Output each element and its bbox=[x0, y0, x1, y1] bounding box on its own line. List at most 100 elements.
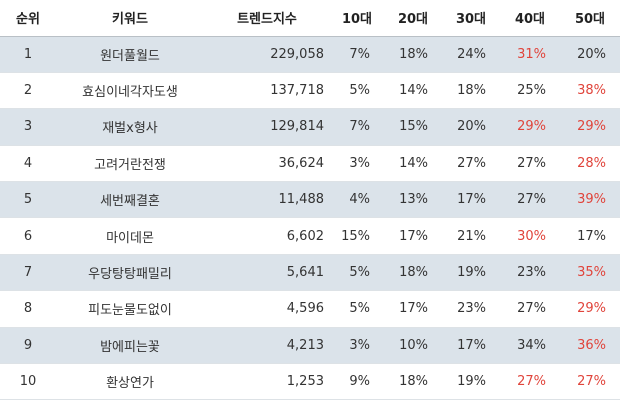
cell-age-20s: 18% bbox=[399, 46, 428, 62]
cell-rank: 7 bbox=[23, 265, 33, 281]
cell-age-30s: 27% bbox=[457, 155, 486, 171]
cell-age-40s: 31% bbox=[517, 46, 546, 62]
header-age-20s[interactable]: 20대 bbox=[384, 0, 442, 37]
cell-age-10s: 3% bbox=[349, 337, 370, 353]
cell-age-10s: 9% bbox=[349, 374, 370, 390]
cell-age-30s: 17% bbox=[457, 192, 486, 208]
cell-keyword: 원더풀월드 bbox=[100, 48, 160, 64]
cell-trend-index: 4,596 bbox=[286, 301, 324, 317]
cell-age-20s: 14% bbox=[399, 155, 428, 171]
cell-age-10s: 7% bbox=[349, 119, 370, 135]
cell-age-20s: 17% bbox=[399, 301, 428, 317]
table-row[interactable]: 1 원더풀월드 229,058 7% 18% 24% 31% 20% bbox=[0, 36, 620, 73]
table-row[interactable]: 7 우당탕탕패밀리 5,641 5% 18% 19% 23% 35% bbox=[0, 254, 620, 291]
cell-age-50s: 36% bbox=[577, 337, 606, 353]
cell-age-10s: 5% bbox=[349, 301, 370, 317]
cell-age-20s: 15% bbox=[399, 119, 428, 135]
cell-age-50s: 29% bbox=[577, 119, 606, 135]
cell-age-10s: 5% bbox=[349, 83, 370, 99]
cell-age-20s: 18% bbox=[399, 265, 428, 281]
cell-rank: 8 bbox=[23, 301, 33, 317]
cell-keyword: 우당탕탕패밀리 bbox=[88, 267, 172, 283]
cell-trend-index: 129,814 bbox=[270, 119, 324, 135]
cell-age-50s: 28% bbox=[577, 155, 606, 171]
cell-age-20s: 18% bbox=[399, 374, 428, 390]
table-row[interactable]: 2 효심이네각자도생 137,718 5% 14% 18% 25% 38% bbox=[0, 72, 620, 109]
cell-rank: 5 bbox=[23, 192, 33, 208]
cell-age-10s: 7% bbox=[349, 46, 370, 62]
table-row[interactable]: 10 환상연가 1,253 9% 18% 19% 27% 27% bbox=[0, 364, 620, 400]
header-row: 순위 키워드 트렌드지수 10대 20대 30대 40대 50대 bbox=[0, 0, 620, 37]
cell-age-40s: 34% bbox=[517, 337, 546, 353]
cell-age-50s: 29% bbox=[577, 301, 606, 317]
cell-keyword: 세번째결혼 bbox=[100, 194, 160, 210]
cell-age-30s: 19% bbox=[457, 265, 486, 281]
cell-rank: 1 bbox=[23, 46, 33, 62]
table-row[interactable]: 4 고려거란전쟁 36,624 3% 14% 27% 27% 28% bbox=[0, 145, 620, 182]
cell-trend-index: 4,213 bbox=[286, 337, 324, 353]
table-row[interactable]: 9 밤에피는꽃 4,213 3% 10% 17% 34% 36% bbox=[0, 327, 620, 364]
header-keyword[interactable]: 키워드 bbox=[56, 0, 204, 37]
cell-age-10s: 5% bbox=[349, 265, 370, 281]
table-row[interactable]: 5 세번째결혼 11,488 4% 13% 17% 27% 39% bbox=[0, 181, 620, 218]
cell-rank: 3 bbox=[23, 119, 33, 135]
cell-trend-index: 6,602 bbox=[286, 228, 324, 244]
cell-trend-index: 1,253 bbox=[286, 374, 324, 390]
cell-age-40s: 27% bbox=[517, 301, 546, 317]
header-rank[interactable]: 순위 bbox=[0, 0, 56, 37]
cell-age-30s: 17% bbox=[457, 337, 486, 353]
table-row[interactable]: 6 마이데몬 6,602 15% 17% 21% 30% 17% bbox=[0, 218, 620, 255]
table-row[interactable]: 3 재벌x형사 129,814 7% 15% 20% 29% 29% bbox=[0, 108, 620, 146]
cell-trend-index: 36,624 bbox=[278, 155, 325, 171]
table-row[interactable]: 8 피도눈물도없이 4,596 5% 17% 23% 27% 29% bbox=[0, 291, 620, 328]
cell-age-10s: 15% bbox=[341, 228, 370, 244]
cell-keyword: 재벌x형사 bbox=[102, 121, 158, 137]
header-age-50s[interactable]: 50대 bbox=[560, 0, 620, 37]
cell-age-40s: 30% bbox=[517, 228, 546, 244]
cell-age-50s: 38% bbox=[577, 83, 606, 99]
cell-keyword: 밤에피는꽃 bbox=[100, 339, 160, 355]
cell-age-30s: 20% bbox=[457, 119, 486, 135]
cell-keyword: 마이데몬 bbox=[106, 230, 154, 246]
table-body: 1 원더풀월드 229,058 7% 18% 24% 31% 20% 2 효심이네각자도생 137,… bbox=[0, 36, 620, 400]
cell-age-40s: 27% bbox=[517, 192, 546, 208]
cell-age-30s: 19% bbox=[457, 374, 486, 390]
cell-keyword: 피도눈물도없이 bbox=[88, 303, 172, 319]
cell-age-10s: 4% bbox=[349, 192, 370, 208]
table-header: 순위 키워드 트렌드지수 10대 20대 30대 40대 50대 bbox=[0, 0, 620, 37]
cell-age-20s: 14% bbox=[399, 83, 428, 99]
cell-age-50s: 20% bbox=[577, 46, 606, 62]
cell-rank: 6 bbox=[23, 228, 33, 244]
cell-rank: 10 bbox=[19, 374, 37, 390]
header-age-40s[interactable]: 40대 bbox=[500, 0, 560, 37]
cell-keyword: 효심이네각자도생 bbox=[82, 85, 178, 101]
cell-age-30s: 24% bbox=[457, 46, 486, 62]
cell-rank: 4 bbox=[23, 155, 33, 171]
cell-age-50s: 27% bbox=[577, 374, 606, 390]
cell-age-30s: 18% bbox=[457, 83, 486, 99]
cell-age-20s: 10% bbox=[399, 337, 428, 353]
cell-trend-index: 137,718 bbox=[270, 83, 324, 99]
cell-trend-index: 5,641 bbox=[286, 265, 324, 281]
cell-age-30s: 23% bbox=[457, 301, 486, 317]
cell-trend-index: 11,488 bbox=[278, 192, 325, 208]
cell-age-50s: 17% bbox=[577, 228, 606, 244]
cell-rank: 9 bbox=[23, 337, 33, 353]
cell-age-40s: 27% bbox=[517, 155, 546, 171]
cell-age-30s: 21% bbox=[457, 228, 486, 244]
cell-rank: 2 bbox=[23, 83, 33, 99]
header-age-10s[interactable]: 10대 bbox=[330, 0, 384, 37]
cell-trend-index: 229,058 bbox=[270, 46, 324, 62]
cell-age-40s: 23% bbox=[517, 265, 546, 281]
cell-age-40s: 29% bbox=[517, 119, 546, 135]
cell-age-40s: 25% bbox=[517, 83, 546, 99]
cell-age-50s: 39% bbox=[577, 192, 606, 208]
header-trend-index[interactable]: 트렌드지수 bbox=[204, 0, 330, 37]
header-age-30s[interactable]: 30대 bbox=[442, 0, 500, 37]
cell-age-20s: 17% bbox=[399, 228, 428, 244]
cell-age-40s: 27% bbox=[517, 374, 546, 390]
cell-age-50s: 35% bbox=[577, 265, 606, 281]
cell-keyword: 환상연가 bbox=[106, 376, 154, 392]
cell-age-20s: 13% bbox=[399, 192, 428, 208]
